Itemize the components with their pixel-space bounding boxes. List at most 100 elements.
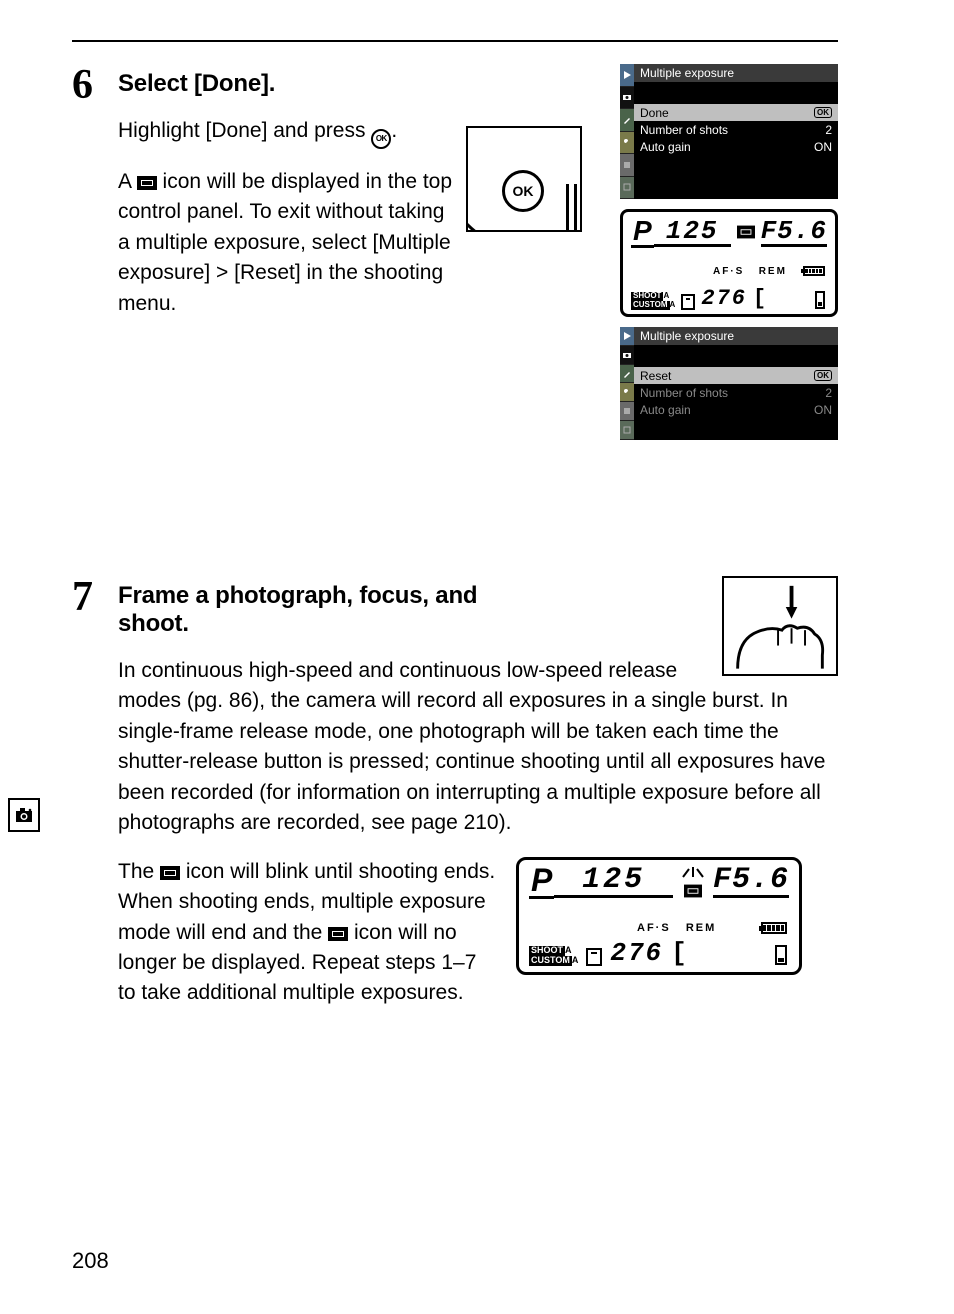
multi-exposure-icon-2 bbox=[160, 866, 180, 880]
step-7-number: 7 bbox=[72, 576, 118, 618]
lcd2-aperture: F5.6 bbox=[713, 865, 789, 898]
lcd2-multi-exposure-icon bbox=[684, 885, 702, 898]
top-rule bbox=[72, 40, 838, 42]
menu2-gain-value: ON bbox=[814, 403, 832, 417]
lcd1-shutter: 125 bbox=[654, 218, 731, 247]
multi-exposure-icon bbox=[137, 176, 157, 190]
lcd2-blink-wrap bbox=[673, 865, 713, 898]
tab2-recent-icon bbox=[620, 421, 634, 440]
lcd2-frames: 276 bbox=[610, 940, 663, 966]
lcd2-card-icon bbox=[586, 948, 602, 966]
menu1-gain-value: ON bbox=[814, 140, 832, 154]
menu2-shots-value: 2 bbox=[825, 386, 832, 400]
control-panel-display-1: P 125 F5.6 AF·S REM SHOOTA CUSTOMA 276 bbox=[620, 209, 838, 317]
lcd1-card-icon bbox=[681, 294, 695, 310]
menu-tabs bbox=[620, 64, 634, 199]
step-6-figures: Multiple exposure Done OK Number of shot… bbox=[620, 64, 838, 450]
tab2-setup-icon bbox=[620, 383, 634, 402]
menu1-blank bbox=[634, 82, 838, 104]
lcd1-top-row: P 125 F5.6 bbox=[631, 218, 827, 246]
tab2-playback-icon bbox=[620, 327, 634, 346]
lcd2-blink-lines-icon bbox=[679, 865, 707, 884]
menu2-row-gain: Auto gain ON bbox=[634, 401, 838, 418]
menu2-ok-mark: OK bbox=[814, 370, 832, 381]
ok-fig-edge-1 bbox=[566, 184, 569, 230]
lcd1-buffer-icon bbox=[813, 290, 827, 310]
camera-icon bbox=[14, 805, 34, 825]
lcd2-battery-icon bbox=[761, 922, 787, 934]
menu1-row-shots: Number of shots 2 bbox=[634, 121, 838, 138]
tab2-shooting-icon bbox=[620, 346, 634, 365]
lcd1-frames: 276 bbox=[701, 288, 747, 310]
menu2-reset-label: Reset bbox=[640, 369, 671, 383]
step7-p2a: The bbox=[118, 860, 160, 883]
lcd1-battery-icon bbox=[803, 266, 825, 276]
ok-button: OK bbox=[502, 170, 544, 212]
lcd1-customA: CUSTOM bbox=[631, 301, 670, 310]
shutter-press-icon bbox=[728, 582, 832, 671]
menu1-row-gain: Auto gain ON bbox=[634, 138, 838, 155]
lcd1-bracket-l: [ bbox=[753, 288, 766, 310]
menu1-shots-value: 2 bbox=[825, 123, 832, 137]
step-7-block: 7 Frame a photograph, focus, and shoot. … bbox=[72, 576, 838, 1051]
lcd1-customA-sfx: A bbox=[670, 300, 676, 309]
menu2-title: Multiple exposure bbox=[634, 327, 838, 345]
lcd2-shutter: 125 bbox=[554, 865, 673, 898]
step6-p1a: Highlight [Done] and press bbox=[118, 119, 371, 142]
menu2-tabs bbox=[620, 327, 634, 440]
step-7-para-2: The icon will blink until shooting ends.… bbox=[118, 857, 498, 1009]
menu1-gain-label: Auto gain bbox=[640, 140, 691, 154]
lcd1-mode-p: P bbox=[631, 217, 654, 248]
menu1-shots-label: Number of shots bbox=[640, 123, 728, 137]
tab2-retouch-icon bbox=[620, 402, 634, 421]
lcd2-bot-row: SHOOTA CUSTOMA 276 [ bbox=[529, 940, 789, 966]
lcd2-customA-sfx: A bbox=[572, 955, 579, 965]
lcd2-buffer-icon bbox=[773, 944, 789, 966]
menu2-row-reset: Reset OK bbox=[634, 367, 838, 384]
tab2-custom-icon bbox=[620, 365, 634, 384]
ok-glyph-icon: OK bbox=[371, 129, 391, 149]
step6-p2b: icon will be displayed in the top contro… bbox=[118, 170, 452, 315]
step-7-body: Frame a photograph, focus, and shoot. In… bbox=[118, 576, 838, 1027]
lcd2-mode-p: P bbox=[529, 864, 554, 899]
menu2-shots-label: Number of shots bbox=[640, 386, 728, 400]
manual-page: 6 Select [Done]. Highlight [Done] and pr… bbox=[0, 0, 954, 1314]
lcd1-bank-labels: SHOOTA CUSTOMA bbox=[631, 292, 675, 310]
step-7-para-1: In continuous high-speed and continuous … bbox=[118, 656, 838, 839]
lcd2-rem: REM bbox=[686, 922, 716, 934]
menu1-pad2 bbox=[634, 177, 838, 199]
control-panel-display-2: P 125 F5.6 AF·S bbox=[516, 857, 802, 975]
lcd1-aperture: F5.6 bbox=[761, 218, 827, 247]
lcd2-bracket-l: [ bbox=[671, 940, 687, 966]
menu2-row-shots: Number of shots 2 bbox=[634, 384, 838, 401]
lcd1-mid-row: AF·S REM bbox=[713, 266, 787, 277]
step-6-number: 6 bbox=[72, 64, 118, 106]
step-7-row-2: The icon will blink until shooting ends.… bbox=[118, 857, 838, 1027]
tab-recent-icon bbox=[620, 177, 634, 200]
multi-exposure-icon-3 bbox=[328, 927, 348, 941]
lcd2-customA: CUSTOM bbox=[529, 956, 572, 966]
menu2-blank bbox=[634, 345, 838, 367]
lcd1-shootA-sfx: A bbox=[663, 291, 669, 300]
ok-fig-edge-2 bbox=[574, 184, 577, 230]
step-7-title: Frame a photograph, focus, and shoot. bbox=[118, 582, 518, 638]
page-number: 208 bbox=[72, 1248, 109, 1274]
lcd2-bank-labels: SHOOTA CUSTOMA bbox=[529, 946, 578, 966]
tab-retouch-icon bbox=[620, 154, 634, 177]
menu1-row-done: Done OK bbox=[634, 104, 838, 121]
lcd2-shootA-sfx: A bbox=[565, 945, 572, 955]
lcd1-afs: AF·S bbox=[713, 266, 744, 277]
menu1-title: Multiple exposure bbox=[634, 64, 838, 82]
step-6-para-1: Highlight [Done] and press OK. bbox=[118, 116, 458, 149]
menu1-done-label: Done bbox=[640, 106, 669, 120]
lcd1-bot-row: SHOOTA CUSTOMA 276 [ bbox=[631, 288, 827, 310]
step-7: 7 Frame a photograph, focus, and shoot. … bbox=[72, 576, 838, 1027]
menu2-pad bbox=[634, 418, 838, 440]
menu-screenshot-reset: Multiple exposure Reset OK Number of sho… bbox=[620, 327, 838, 440]
ok-button-figure: OK bbox=[466, 126, 582, 232]
step6-p1b: . bbox=[391, 119, 397, 142]
step6-p2a: A bbox=[118, 170, 137, 193]
step-6-para-2: A icon will be displayed in the top cont… bbox=[118, 167, 458, 319]
menu1-ok-mark: OK bbox=[814, 107, 832, 118]
lcd2-mid-row: AF·S REM bbox=[637, 922, 716, 934]
